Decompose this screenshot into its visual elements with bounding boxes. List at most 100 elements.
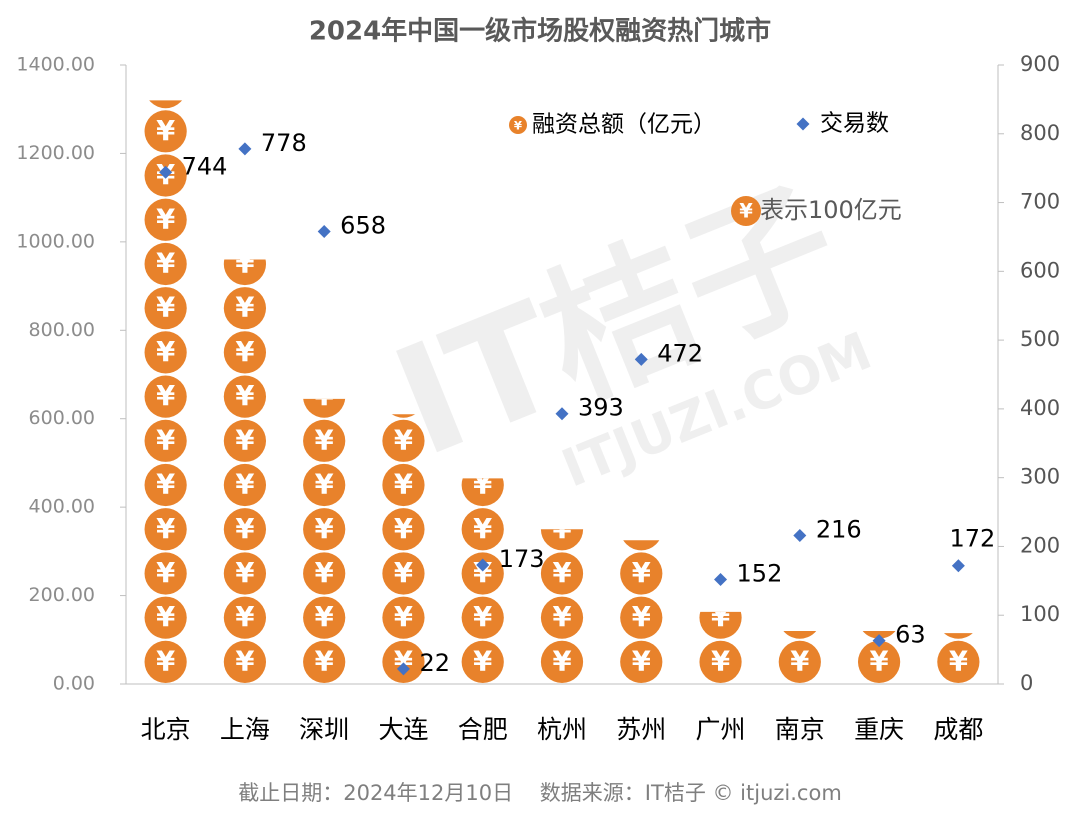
coin bbox=[461, 640, 504, 684]
y-tick-label: 800.00 bbox=[29, 319, 95, 341]
coin bbox=[144, 287, 187, 330]
coin bbox=[223, 596, 267, 639]
y2-tick-label: 400 bbox=[1020, 396, 1060, 420]
coin-symbol: ¥ bbox=[394, 602, 413, 633]
coin-symbol: ¥ bbox=[156, 381, 175, 412]
data-label: 63 bbox=[895, 621, 926, 649]
coin-symbol: ¥ bbox=[790, 602, 809, 633]
coin bbox=[144, 419, 187, 462]
coin-symbol: ¥ bbox=[552, 646, 571, 677]
coin bbox=[778, 640, 821, 684]
coin-symbol: ¥ bbox=[949, 646, 968, 677]
y2-tick-label: 300 bbox=[1020, 465, 1060, 489]
pictograph-bar: ¥ ¥ ¥ ¥ bbox=[540, 529, 584, 684]
x-tick-label: 苏州 bbox=[616, 715, 666, 744]
coin-symbol: ¥ bbox=[870, 646, 889, 677]
coin-symbol: ¥ bbox=[235, 558, 254, 589]
coin-symbol: ¥ bbox=[315, 425, 334, 456]
coin-symbol: ¥ bbox=[315, 470, 334, 501]
y2-tick-label: 100 bbox=[1020, 602, 1060, 626]
x-tick-label: 重庆 bbox=[854, 715, 904, 744]
coin bbox=[382, 640, 425, 684]
y2-tick-label: 700 bbox=[1020, 190, 1060, 214]
coin bbox=[144, 552, 187, 595]
coin bbox=[699, 640, 742, 684]
coin-symbol: ¥ bbox=[235, 470, 254, 501]
coin-symbol: ¥ bbox=[394, 470, 413, 501]
coin bbox=[223, 259, 267, 286]
scatter-point bbox=[159, 165, 173, 179]
coin bbox=[144, 596, 187, 639]
x-tick-label: 广州 bbox=[696, 715, 746, 744]
pictograph-bar: ¥¥ bbox=[778, 602, 821, 684]
x-tick-label: 大连 bbox=[378, 715, 428, 744]
coin bbox=[144, 110, 187, 153]
coin-symbol: ¥ bbox=[632, 558, 651, 589]
coin bbox=[303, 640, 346, 684]
legend-marker bbox=[796, 117, 810, 131]
coin bbox=[509, 116, 527, 134]
data-label: 216 bbox=[816, 515, 862, 543]
coin-symbol: ¥ bbox=[870, 602, 889, 633]
scatter-point bbox=[634, 352, 648, 366]
coin bbox=[223, 419, 267, 462]
coin-symbol: ¥ bbox=[235, 293, 254, 324]
coin-symbol: ¥ bbox=[473, 514, 492, 545]
scatter-point bbox=[396, 662, 410, 676]
y-tick-label: 1200.00 bbox=[16, 142, 95, 164]
coin-symbol: ¥ bbox=[156, 204, 175, 235]
x-tick-label: 上海 bbox=[220, 715, 270, 744]
data-label: 778 bbox=[261, 129, 307, 157]
coin-symbol: ¥ bbox=[711, 646, 730, 677]
coin-symbol: ¥ bbox=[156, 72, 175, 103]
pictograph-bar: ¥¥ bbox=[857, 602, 901, 684]
coin bbox=[223, 375, 267, 418]
coin bbox=[540, 640, 584, 684]
coin-symbol: ¥ bbox=[235, 646, 254, 677]
x-tick-label: 北京 bbox=[141, 715, 191, 744]
coin-symbol: ¥ bbox=[711, 602, 730, 633]
y2-tick-label: 0 bbox=[1020, 671, 1033, 695]
coin bbox=[223, 552, 267, 595]
coin-symbol: ¥ bbox=[156, 293, 175, 324]
x-tick-label: 杭州 bbox=[537, 715, 587, 744]
data-label: 22 bbox=[419, 649, 450, 677]
coin-symbol: ¥ bbox=[315, 558, 334, 589]
pictograph-bar: ¥¥ bbox=[699, 602, 742, 684]
scatter-point bbox=[714, 572, 728, 586]
pictograph-bar: ¥ ¥ ¥ ¥ ¥ ¥ ¥ bbox=[303, 398, 346, 684]
coin bbox=[144, 198, 187, 241]
coin bbox=[144, 375, 187, 418]
coin bbox=[382, 552, 425, 595]
coin-symbol: ¥ bbox=[235, 381, 254, 412]
data-label: 472 bbox=[657, 339, 703, 367]
y-tick-label: 200.00 bbox=[29, 584, 95, 606]
coin bbox=[303, 596, 346, 639]
x-tick-label: 深圳 bbox=[299, 715, 349, 744]
scatter-point bbox=[476, 558, 490, 572]
coin bbox=[620, 596, 663, 639]
coin bbox=[223, 463, 267, 507]
coin bbox=[461, 552, 504, 595]
data-label: 744 bbox=[182, 152, 228, 180]
coin bbox=[223, 640, 267, 684]
coin bbox=[144, 463, 187, 507]
coin-symbol: ¥ bbox=[156, 337, 175, 368]
legend-label: 交易数 bbox=[820, 111, 889, 137]
scatter-point bbox=[872, 634, 886, 648]
coin bbox=[461, 596, 504, 639]
legend-label: 融资总额（亿元） bbox=[532, 112, 716, 138]
coin-symbol: ¥ bbox=[739, 200, 753, 223]
coin bbox=[303, 463, 346, 507]
coin bbox=[303, 419, 346, 462]
data-label: 658 bbox=[340, 211, 386, 239]
coin bbox=[540, 596, 584, 639]
coin-symbol: ¥ bbox=[156, 470, 175, 501]
pictograph-bar: ¥¥¥¥¥¥¥¥¥¥¥¥¥¥ bbox=[144, 72, 187, 684]
coin-symbol: ¥ bbox=[315, 602, 334, 633]
coin-symbol: ¥ bbox=[235, 602, 254, 633]
y2-tick-label: 600 bbox=[1020, 258, 1060, 282]
coin-symbol: ¥ bbox=[632, 514, 651, 545]
scatter-point bbox=[793, 528, 807, 542]
